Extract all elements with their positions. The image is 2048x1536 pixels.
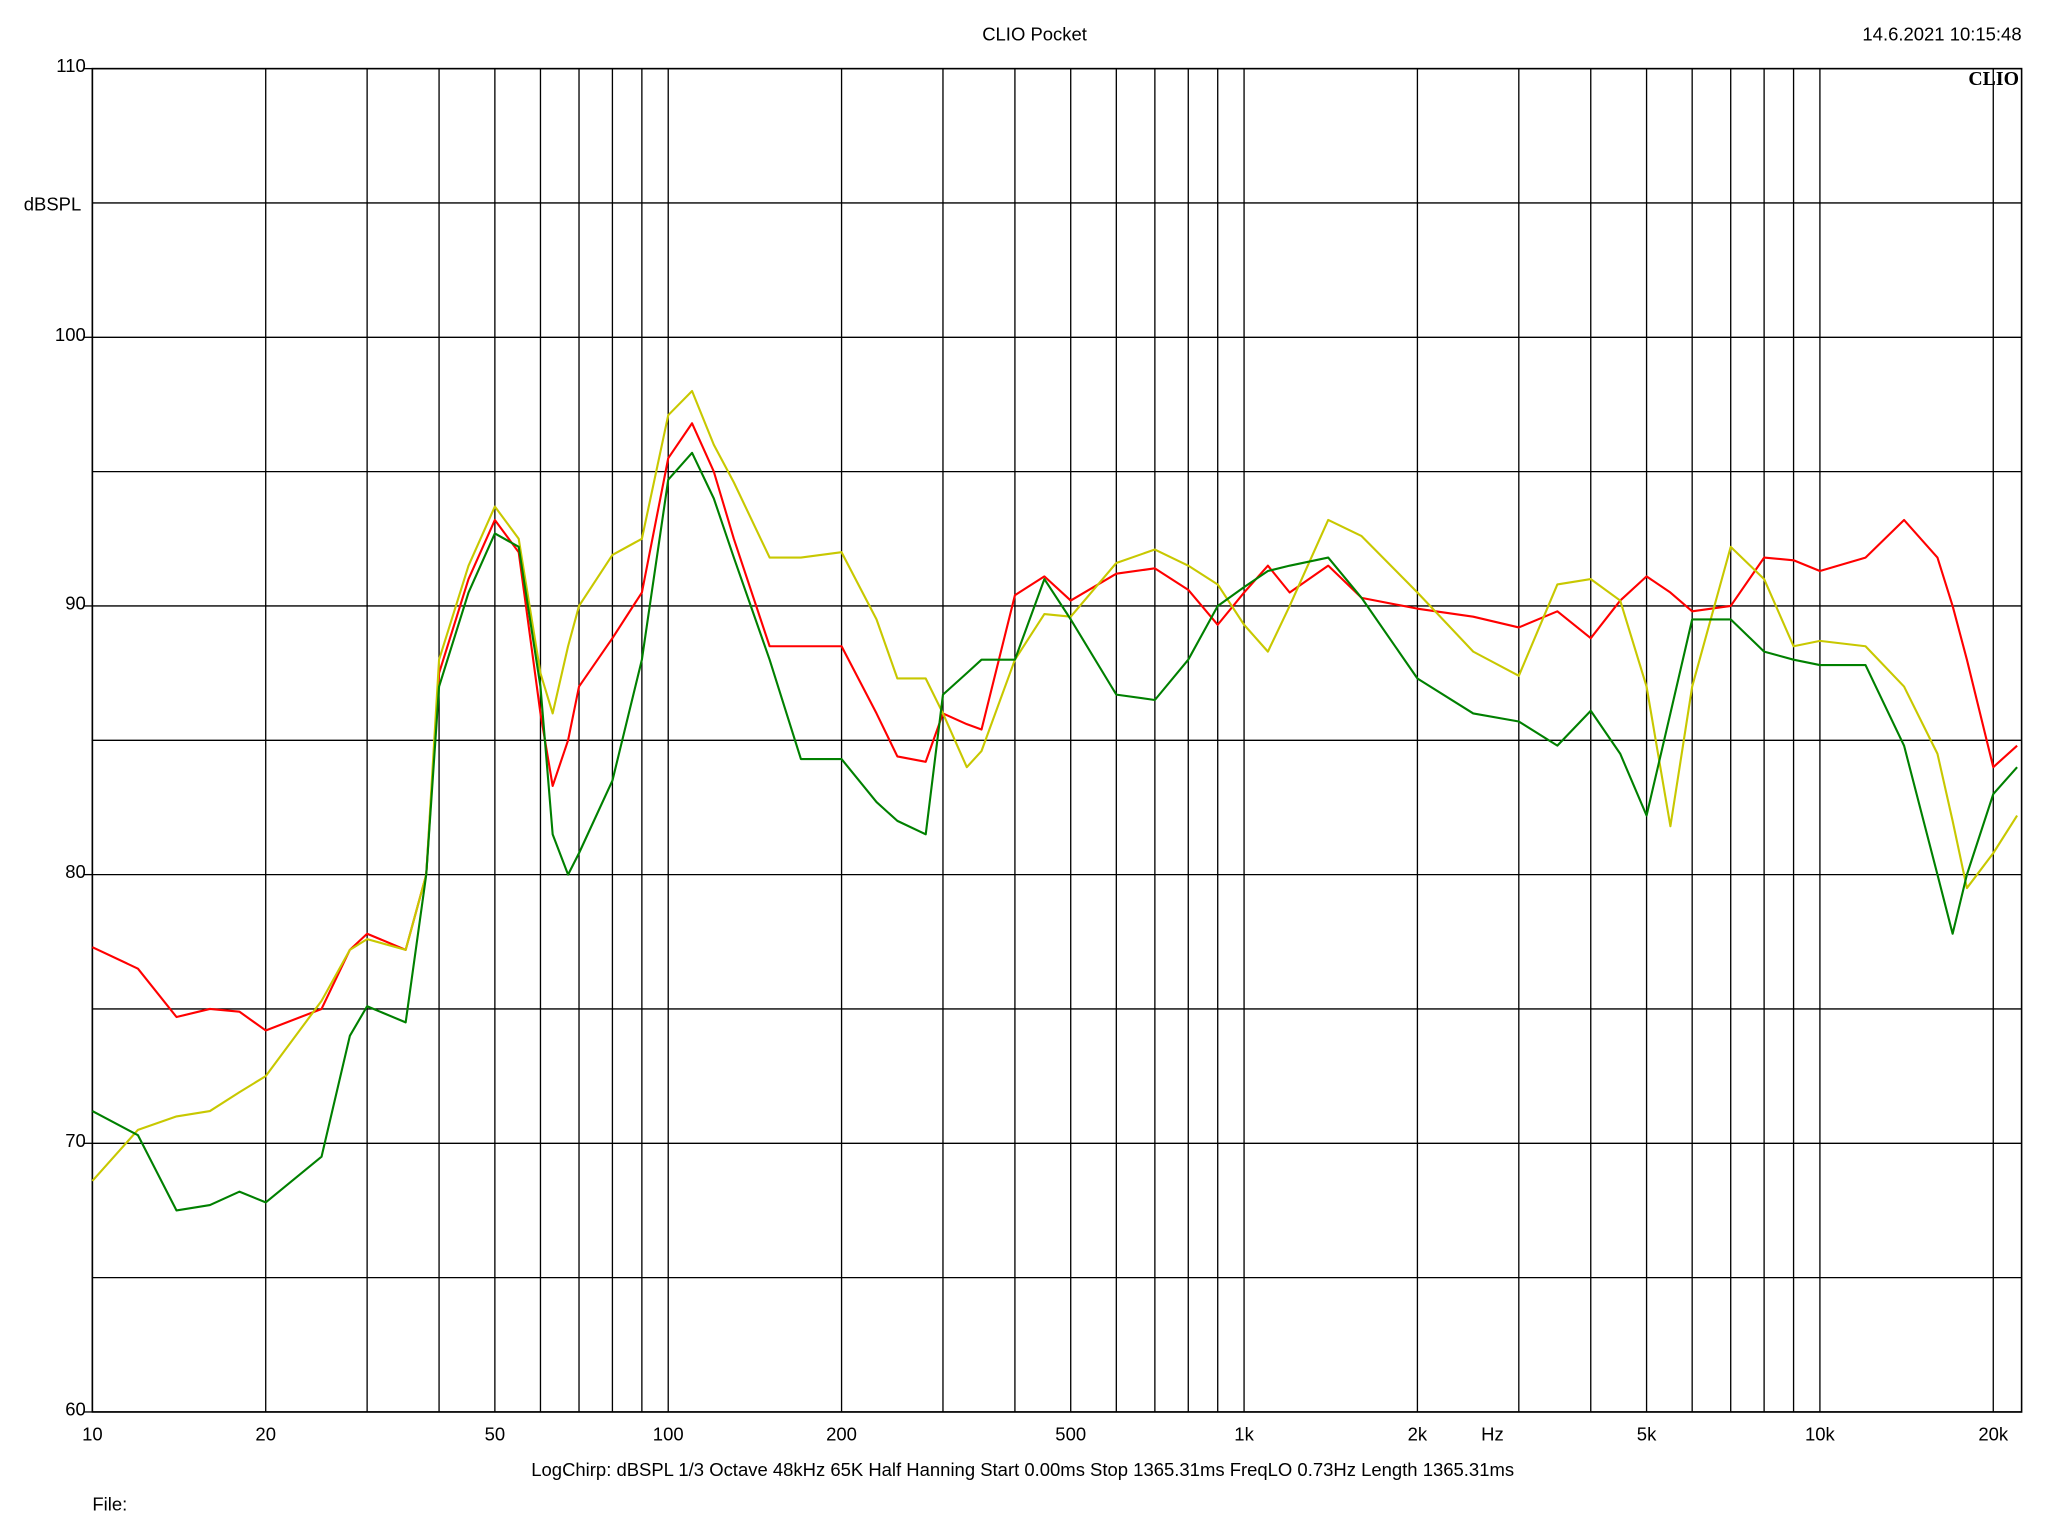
series-line bbox=[91, 451, 2018, 1212]
y-tick-label: 60 bbox=[65, 1399, 86, 1420]
x-tick-label: 5k bbox=[1637, 1424, 1657, 1445]
y-tick-label: 80 bbox=[65, 861, 86, 882]
x-tick-label: 20k bbox=[1978, 1424, 2009, 1445]
series-line bbox=[91, 389, 2019, 1182]
y-tick-label: 100 bbox=[55, 324, 86, 345]
x-tick-label: 10k bbox=[1805, 1424, 1836, 1445]
timestamp: 14.6.2021 10:15:48 bbox=[1862, 24, 2021, 45]
file-label: File: bbox=[92, 1494, 127, 1515]
x-axis-label: Hz bbox=[1481, 1424, 1504, 1445]
x-tick-label: 100 bbox=[653, 1424, 684, 1445]
x-tick-label: 50 bbox=[485, 1424, 506, 1445]
plot-frame bbox=[91, 67, 2023, 1413]
y-tick-label: 90 bbox=[65, 593, 86, 614]
x-tick-label: 200 bbox=[826, 1424, 857, 1445]
footer: LogChirp: dBSPL 1/3 Octave 48kHz 65K Hal… bbox=[531, 1459, 1514, 1480]
y-axis-label: dBSPL bbox=[24, 194, 82, 215]
chart-title: CLIO Pocket bbox=[982, 24, 1087, 45]
y-tick-label: 70 bbox=[65, 1130, 86, 1151]
y-tick-label: 110 bbox=[56, 55, 85, 76]
x-tick-label: 500 bbox=[1055, 1424, 1086, 1445]
x-tick-label: 20 bbox=[255, 1424, 276, 1445]
series-line bbox=[91, 422, 2018, 1032]
x-tick-label: 10 bbox=[82, 1424, 103, 1445]
x-tick-label: 1k bbox=[1234, 1424, 1254, 1445]
x-tick-label: 2k bbox=[1408, 1424, 1428, 1445]
